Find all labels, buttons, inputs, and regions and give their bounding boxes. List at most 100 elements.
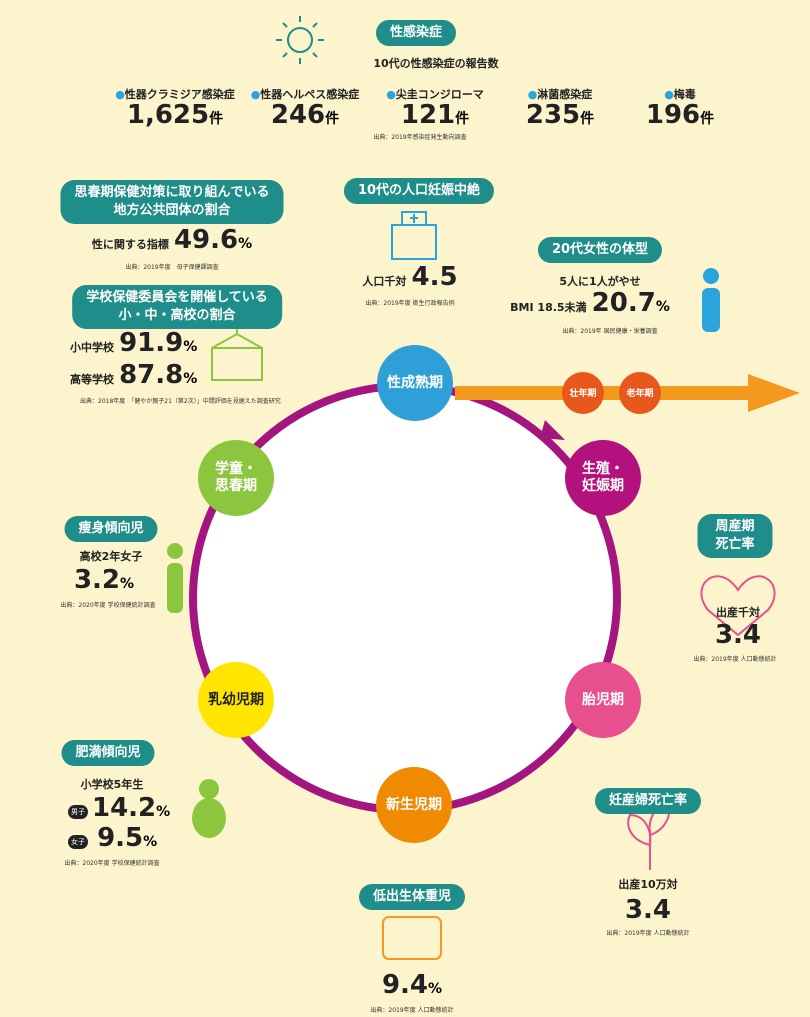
unit: 件 [700,111,714,127]
badge: 痩身傾向児 [64,516,157,542]
text: 5人に1人がやせ [559,273,640,289]
stat: 性に関する指標 49.6% [92,225,252,255]
stat: BMI 18.5未満 20.7% [510,288,670,318]
stat: 196件 [646,100,714,130]
ultrasound-icon [383,917,441,959]
sex-tag: 女子 [68,835,88,849]
source: 出典：2019年 国民健康・栄養調査 [562,326,657,335]
value: 1,625 [127,100,209,130]
sprout-icon [628,805,669,870]
stage-line: 乳幼児期 [208,692,264,709]
unit: % [238,236,252,252]
stage-line: 学童・ [215,461,257,478]
label: 高校2年女子 [80,548,143,564]
stat: 人口千対 4.5 [362,262,457,292]
infographic: 性感染症 10代の性感染症の報告数 ●性器クラミジア感染症1,625件●性器ヘル… [0,0,810,1017]
woman-icon [702,268,720,332]
badge: 20代女性の体型 [538,237,662,263]
label: BMI 18.5未満 [510,301,586,314]
source: 出典：2019年度 母子保健課調査 [125,262,218,271]
badge: 思春期保健対策に取り組んでいる地方公共団体の割合 [60,180,283,224]
value: 87.8 [119,360,183,390]
virus-icon [276,16,324,64]
unit: % [156,804,170,820]
stage-line: 妊娠期 [582,478,624,495]
stage-line: 思春期 [215,478,257,495]
value: 121 [401,100,455,130]
badge: 周産期死亡率 [698,514,773,558]
label: 高等学校 [70,373,114,386]
badge: 妊産婦死亡率 [595,788,701,814]
label: 小中学校 [70,341,114,354]
stage: 胎児期 [565,662,641,738]
value: 20.7 [592,288,656,318]
stat: 121件 [401,100,469,130]
value: 246 [271,100,325,130]
hospital-icon [392,212,436,259]
value: 91.9 [119,328,183,358]
stage-line: 胎児期 [582,692,624,709]
source: 出典：2019年感染症発生動向調査 [373,132,466,141]
title-line: 地方公共団体の割合 [74,202,269,220]
stage-line: 生殖・ [582,461,624,478]
stat: 235件 [526,100,594,130]
stat: 1,625件 [127,100,223,130]
unit: 件 [325,111,339,127]
source: 出典：2019年度 人口動態統計 [693,654,776,663]
unit: 件 [455,111,469,127]
bullet: ● [251,88,261,101]
value: 3.2 [74,565,120,595]
label: 出産千対 [716,604,760,620]
stat: 小中学校 91.9% [70,328,197,358]
badge: 低出生体重児 [359,884,465,910]
unit: % [656,299,670,315]
value: 235 [526,100,580,130]
stat: 男子 14.2% [68,793,170,823]
badge: 性感染症 [376,20,456,46]
badge: 学校保健委員会を開催している小・中・高校の割合 [72,285,282,329]
value: 14.2 [92,793,156,823]
stage-line: 新生児期 [386,797,442,814]
unit: % [183,339,197,355]
value: 196 [646,100,700,130]
stat: 9.4% [382,970,442,1000]
stat: 高等学校 87.8% [70,360,197,390]
stat: 女子 9.5% [68,823,157,853]
stage: 新生児期 [376,767,452,843]
title-line: 思春期保健対策に取り組んでいる [74,184,269,202]
sex-tag: 男子 [68,805,88,819]
value: 3.4 [715,620,761,650]
stat: 3.2% [74,565,134,595]
unit: % [428,981,442,997]
unit: 件 [580,111,594,127]
source: 出典：2019年度 人口動態統計 [606,928,689,937]
value: 49.6 [174,225,238,255]
value: 9.4 [382,970,428,1000]
stat: 246件 [271,100,339,130]
bullet: ● [115,88,125,101]
title-line: 小・中・高校の割合 [86,307,268,325]
arrow-stage: 壮年期 [569,386,596,399]
girl-icon [167,543,183,613]
source: 出典：2020年度 学校保健統計調査 [60,600,155,609]
label: 小学校5年生 [81,776,144,792]
stage: 生殖・妊娠期 [565,440,641,516]
value: 4.5 [412,262,458,292]
source: 出典：2019年度 衛生行政報告例 [365,298,454,307]
unit: % [183,371,197,387]
badge: 10代の人口妊娠中絶 [344,178,494,204]
stage-line: 性成熟期 [387,375,443,392]
school-icon [212,326,262,380]
unit: % [143,834,157,850]
unit: % [120,576,134,592]
arrow-stage: 老年期 [626,386,653,399]
value: 3.4 [625,895,671,925]
subtitle: 10代の性感染症の報告数 [373,55,498,71]
badge: 肥満傾向児 [61,740,154,766]
source: 出典：2019年度 人口動態統計 [370,1005,453,1014]
stage: 学童・思春期 [198,440,274,516]
stage: 性成熟期 [377,345,453,421]
title-line: 学校保健委員会を開催している [86,289,268,307]
source: 出典：2018年度 「健やか親子21（第2次）」中間評価を見据えた調査研究 [80,396,281,405]
label: 人口千対 [362,275,406,288]
